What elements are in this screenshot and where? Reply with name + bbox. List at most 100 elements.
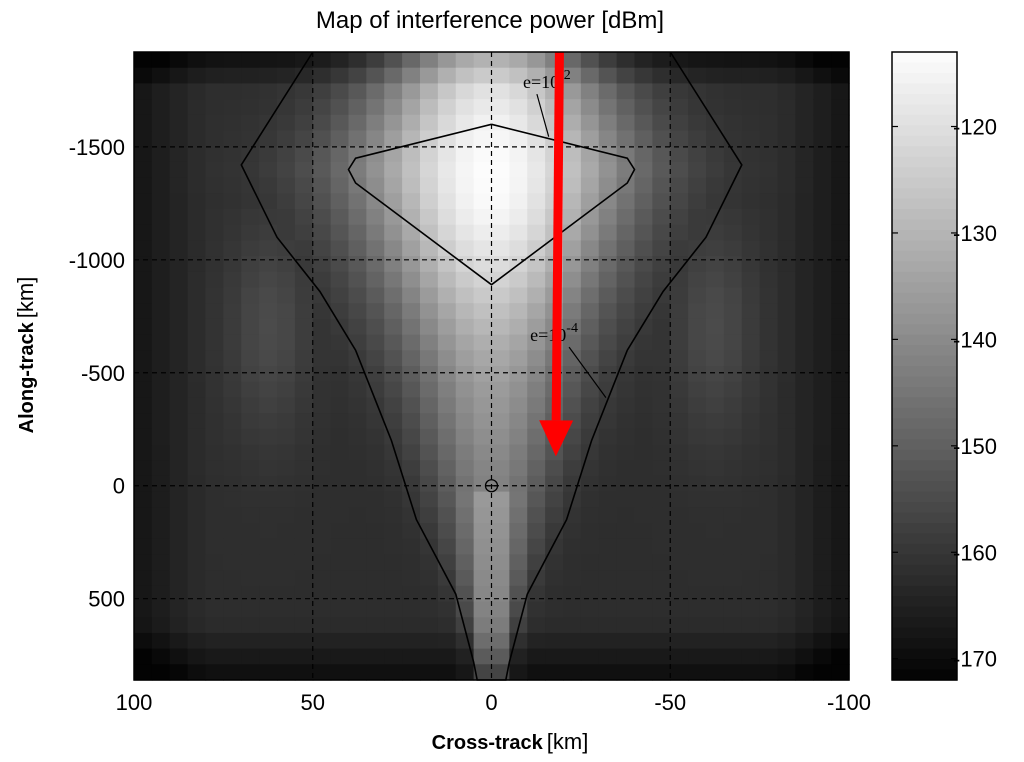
heatmap-cell (420, 224, 439, 241)
heatmap-cell (670, 475, 689, 493)
heatmap-cell (312, 632, 332, 650)
heatmap-cell (384, 632, 403, 650)
heatmap-cell (187, 601, 207, 618)
heatmap-cell (473, 161, 493, 179)
heatmap-cell (455, 67, 475, 84)
heatmap-cell (688, 303, 707, 320)
heatmap-cell (330, 114, 350, 132)
heatmap-cell (777, 67, 796, 84)
heatmap-cell (205, 177, 224, 194)
heatmap-cell (741, 554, 761, 571)
heatmap-cell (437, 161, 457, 179)
heatmap-cell (527, 428, 546, 446)
heatmap-cell (187, 444, 207, 461)
heatmap-cell (277, 460, 296, 477)
heatmap-cell (616, 350, 636, 367)
heatmap-cell (759, 287, 779, 304)
heatmap-cell (563, 240, 582, 257)
heatmap-cell (706, 271, 725, 289)
heatmap-cell (348, 366, 367, 383)
heatmap-cell (420, 585, 439, 603)
heatmap-cell (348, 617, 367, 634)
heatmap-cell (527, 460, 546, 477)
heatmap-cell (598, 601, 618, 618)
heatmap-cell (527, 397, 546, 414)
heatmap-cell (759, 554, 779, 571)
heatmap-cell (348, 491, 367, 508)
heatmap-cell (580, 303, 600, 320)
heatmap-cell (616, 209, 636, 226)
heatmap-cell (777, 83, 796, 100)
heatmap-cell (366, 397, 385, 414)
heatmap-cell (688, 491, 707, 508)
heatmap-cell (563, 538, 582, 555)
heatmap-cell (491, 161, 510, 179)
heatmap-cell (205, 381, 224, 398)
heatmap-cell (723, 601, 743, 618)
heatmap-cell (813, 52, 832, 69)
heatmap-cell (723, 570, 743, 587)
heatmap-cell (670, 491, 689, 508)
heatmap-cell (420, 318, 439, 336)
heatmap-cell (598, 523, 618, 540)
heatmap-cell (277, 350, 296, 367)
heatmap-cell (688, 99, 707, 116)
heatmap-cell (294, 334, 314, 351)
heatmap-cell (187, 130, 207, 147)
heatmap-cell (151, 224, 171, 241)
heatmap-cell (652, 366, 671, 383)
heatmap-cell (348, 303, 367, 320)
heatmap-cell (831, 334, 850, 351)
colorbar-segment (892, 648, 957, 660)
colorbar-frame (891, 51, 958, 681)
heatmap-cell (706, 161, 725, 179)
heatmap-cell (455, 224, 475, 241)
colorbar-segment (892, 198, 957, 210)
heatmap-cell (688, 271, 707, 289)
heatmap-cell (223, 570, 242, 587)
colorbar-segment (892, 261, 957, 273)
heatmap-cell (688, 428, 707, 446)
heatmap-cell (259, 177, 278, 194)
heatmap-cell (580, 161, 600, 179)
heatmap-cell (312, 67, 332, 84)
heatmap-cell (509, 397, 528, 414)
heatmap-cell (741, 601, 761, 618)
heatmap-cell (813, 99, 832, 116)
heatmap-cell (580, 585, 600, 603)
heatmap-cell (169, 67, 189, 84)
heatmap-cell (277, 538, 296, 555)
heatmap-cell (813, 334, 832, 351)
heatmap-cell (563, 256, 582, 273)
heatmap-cell (580, 444, 600, 461)
heatmap-cell (437, 177, 457, 194)
heatmap-cell (598, 570, 618, 587)
heatmap-cell (420, 193, 439, 210)
heatmap-cell (616, 507, 636, 524)
heatmap-cell (813, 271, 832, 289)
heatmap-cell (759, 67, 779, 84)
heatmap-cell (831, 52, 850, 69)
heatmap-cell (259, 193, 278, 210)
heatmap-cell (706, 523, 725, 540)
heatmap-cell (527, 52, 546, 69)
heatmap-cell (187, 507, 207, 524)
heatmap-cell (491, 83, 510, 100)
heatmap-cell (402, 523, 421, 540)
heatmap-cell (509, 177, 528, 194)
heatmap-cell (598, 444, 618, 461)
heatmap-cell (134, 52, 153, 69)
heatmap-cell (831, 130, 850, 147)
heatmap-cell (402, 209, 421, 226)
heatmap-cell (420, 177, 439, 194)
heatmap-cell (259, 648, 278, 665)
heatmap-cell (205, 538, 224, 555)
heatmap-cell (366, 428, 385, 446)
heatmap-cell (527, 366, 546, 383)
heatmap-cell (294, 271, 314, 289)
heatmap-cell (527, 413, 546, 430)
heatmap-cell (384, 114, 403, 132)
heatmap-cell (813, 648, 832, 665)
